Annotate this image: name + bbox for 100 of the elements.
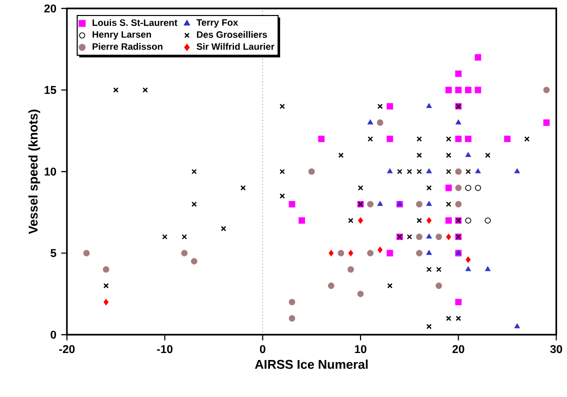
point (466, 256, 471, 264)
point (102, 266, 110, 273)
point (416, 218, 422, 224)
point (416, 250, 422, 257)
point (162, 234, 168, 240)
point (280, 194, 285, 199)
x-tick-label: -10 (157, 345, 172, 354)
point (464, 86, 472, 94)
point (436, 282, 442, 290)
point (445, 184, 452, 192)
point (436, 266, 442, 272)
point (378, 246, 383, 254)
point (338, 250, 344, 257)
point (426, 201, 432, 206)
point (446, 169, 452, 174)
x-axis-title: AIRSS Ice Numeral (254, 360, 368, 370)
point (465, 185, 472, 192)
point (288, 299, 296, 306)
x-tick-label: 0 (260, 345, 266, 354)
point (445, 217, 452, 224)
point (455, 184, 462, 192)
point (376, 120, 384, 126)
point (484, 218, 491, 224)
point (446, 136, 452, 142)
point (456, 316, 462, 322)
point (318, 136, 325, 142)
point (474, 185, 482, 192)
point (475, 168, 481, 174)
x-tick-label: 20 (452, 345, 464, 354)
point (514, 168, 520, 174)
point (543, 86, 550, 94)
point (83, 250, 90, 257)
legend-label: Louis S. St-Laurent (92, 19, 178, 26)
y-tick-label: 5 (50, 249, 56, 258)
point (446, 202, 452, 208)
point (240, 185, 246, 191)
legend-label: Des Groseilliers (197, 31, 267, 38)
point (455, 70, 462, 78)
point (367, 250, 374, 257)
point (280, 104, 285, 110)
point (280, 169, 285, 174)
point (436, 234, 442, 240)
point (514, 324, 520, 328)
point (328, 250, 334, 257)
point (386, 103, 394, 110)
point (446, 234, 452, 240)
legend-label: Pierre Radisson (92, 43, 162, 50)
point (191, 169, 197, 174)
point (484, 266, 491, 272)
point (455, 299, 462, 306)
point (426, 217, 432, 224)
point (308, 168, 315, 175)
point (474, 86, 482, 94)
point (446, 152, 452, 158)
point (367, 201, 374, 208)
point (358, 185, 364, 191)
point (455, 136, 462, 142)
point (455, 168, 462, 175)
legend-label: Sir Wilfrid Laurier (196, 43, 274, 50)
y-tick-label: 15 (44, 86, 56, 94)
point (426, 234, 432, 239)
point (368, 120, 374, 125)
point (416, 201, 422, 208)
point (103, 283, 109, 289)
y-axis-title: Vessel speed (knots) (28, 110, 40, 234)
point (426, 103, 432, 108)
point (190, 258, 198, 265)
point (416, 234, 422, 240)
point (397, 169, 402, 174)
point (474, 54, 482, 61)
point (426, 324, 432, 330)
point (387, 168, 393, 174)
point (288, 201, 296, 208)
point (465, 218, 472, 224)
point (464, 136, 472, 142)
point (386, 250, 394, 257)
point (357, 290, 364, 298)
point (348, 250, 354, 257)
point (416, 136, 422, 142)
y-tick-label: 0 (50, 330, 56, 339)
point (504, 136, 511, 142)
point (524, 136, 530, 142)
point (288, 315, 296, 322)
point (426, 185, 432, 191)
x-tick-label: 10 (354, 345, 366, 354)
point (416, 152, 422, 158)
point (543, 120, 550, 126)
y-tick-label: 10 (44, 168, 56, 176)
point (426, 250, 432, 256)
y-tick-label: 20 (44, 4, 56, 13)
point (191, 202, 197, 208)
point (446, 316, 452, 322)
point (426, 168, 432, 174)
point (455, 86, 462, 94)
point (142, 88, 148, 93)
point (465, 152, 471, 158)
point (181, 250, 188, 257)
legend-label: Henry Larsen (92, 31, 151, 40)
point (416, 169, 422, 174)
point (328, 282, 334, 290)
